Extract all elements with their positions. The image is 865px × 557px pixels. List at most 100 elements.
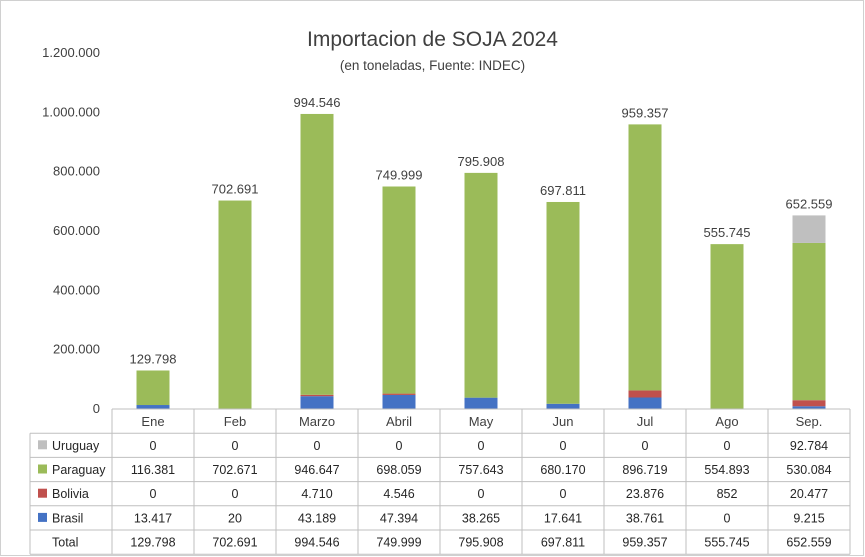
chart-subtitle: (en toneladas, Fuente: INDEC) <box>339 58 526 73</box>
total-data-label: 555.745 <box>704 225 751 240</box>
table-cell: 0 <box>560 439 567 453</box>
table-cell: 13.417 <box>134 511 172 525</box>
table-cell: 946.647 <box>294 463 339 477</box>
x-tick-label: Jun <box>553 414 574 429</box>
total-cell: 795.908 <box>458 536 503 550</box>
table-cell: 680.170 <box>540 463 585 477</box>
bar-brasil <box>136 405 170 409</box>
total-data-label: 129.798 <box>130 351 177 366</box>
legend-key-bolivia <box>38 488 47 498</box>
table-cell: 0 <box>396 439 403 453</box>
y-tick-label: 0 <box>93 401 100 416</box>
chart-title: Importacion de SOJA 2024 <box>307 28 558 51</box>
x-tick-label: Feb <box>224 414 246 429</box>
total-cell: 652.559 <box>786 536 831 550</box>
bar-paraguay <box>710 244 744 409</box>
legend-label: Paraguay <box>52 463 106 477</box>
table-cell: 4.546 <box>383 487 414 501</box>
table-cell: 702.671 <box>212 463 257 477</box>
total-data-label: 702.691 <box>212 182 259 197</box>
legend-label: Brasil <box>52 511 83 525</box>
bar-paraguay <box>792 242 826 401</box>
bar-brasil <box>300 396 334 409</box>
y-tick-label: 200.000 <box>53 342 100 357</box>
bar-paraguay <box>300 113 334 395</box>
table-cell: 0 <box>232 487 239 501</box>
total-cell: 994.546 <box>294 536 339 550</box>
total-data-label: 795.908 <box>458 154 505 169</box>
table-cell: 0 <box>232 439 239 453</box>
table-cell: 17.641 <box>544 511 582 525</box>
bar-paraguay <box>218 200 252 409</box>
table-cell: 9.215 <box>793 511 824 525</box>
total-data-label: 652.559 <box>786 196 833 211</box>
bar-paraguay <box>546 201 580 404</box>
table-cell: 92.784 <box>790 439 828 453</box>
bar-bolivia <box>300 394 334 397</box>
bar-brasil <box>628 397 662 409</box>
bar-brasil <box>382 394 416 409</box>
table-cell: 38.761 <box>626 511 664 525</box>
table-cell: 757.643 <box>458 463 503 477</box>
bar-paraguay <box>382 186 416 394</box>
x-tick-label: Ene <box>141 414 164 429</box>
bar-bolivia <box>628 390 662 398</box>
table-cell: 20 <box>228 511 242 525</box>
bar-brasil <box>546 403 580 409</box>
bar-bolivia <box>382 393 416 395</box>
table-cell: 852 <box>717 487 738 501</box>
y-tick-label: 1.200.000 <box>42 45 100 60</box>
total-cell: 959.357 <box>622 536 667 550</box>
table-cell: 554.893 <box>704 463 749 477</box>
legend-key-brasil <box>38 512 47 522</box>
x-tick-label: Sep. <box>796 414 823 429</box>
bar-paraguay <box>464 172 498 398</box>
table-cell: 0 <box>724 511 731 525</box>
table-cell: 0 <box>314 439 321 453</box>
y-tick-label: 800.000 <box>53 164 100 179</box>
table-cell: 0 <box>724 439 731 453</box>
table-cell: 0 <box>478 487 485 501</box>
x-tick-label: Ago <box>715 414 738 429</box>
total-data-label: 959.357 <box>622 105 669 120</box>
bar-uruguay <box>792 215 826 243</box>
table-cell: 23.876 <box>626 487 664 501</box>
table-cell: 0 <box>150 439 157 453</box>
bar-brasil <box>792 406 826 409</box>
total-data-label: 749.999 <box>376 168 423 183</box>
y-tick-label: 1.000.000 <box>42 104 100 119</box>
x-tick-label: Abril <box>386 414 412 429</box>
x-tick-label: Jul <box>637 414 654 429</box>
total-data-label: 697.811 <box>540 183 586 198</box>
x-tick-label: Marzo <box>299 414 335 429</box>
legend-label: Bolivia <box>52 487 89 501</box>
table-cell: 0 <box>150 487 157 501</box>
bar-paraguay <box>136 370 170 406</box>
total-cell: 697.811 <box>541 536 585 550</box>
table-cell: 38.265 <box>462 511 500 525</box>
total-cell: 749.999 <box>376 536 421 550</box>
x-tick-label: May <box>469 414 494 429</box>
table-cell: 896.719 <box>622 463 667 477</box>
legend-key-paraguay <box>38 464 47 474</box>
bar-paraguay <box>628 124 662 391</box>
table-cell: 20.477 <box>790 487 828 501</box>
total-cell: 555.745 <box>704 536 749 550</box>
table-cell: 0 <box>642 439 649 453</box>
total-cell: 702.691 <box>212 536 257 550</box>
y-tick-label: 400.000 <box>53 282 100 297</box>
legend-key-uruguay <box>38 440 47 450</box>
table-cell: 698.059 <box>376 463 421 477</box>
bar-bolivia <box>792 400 826 407</box>
total-data-label: 994.546 <box>294 95 341 110</box>
table-cell: 530.084 <box>786 463 831 477</box>
total-row-label: Total <box>52 536 78 550</box>
table-cell: 0 <box>560 487 567 501</box>
table-cell: 4.710 <box>301 487 332 501</box>
table-cell: 47.394 <box>380 511 418 525</box>
legend-label: Uruguay <box>52 439 100 453</box>
table-cell: 0 <box>478 439 485 453</box>
